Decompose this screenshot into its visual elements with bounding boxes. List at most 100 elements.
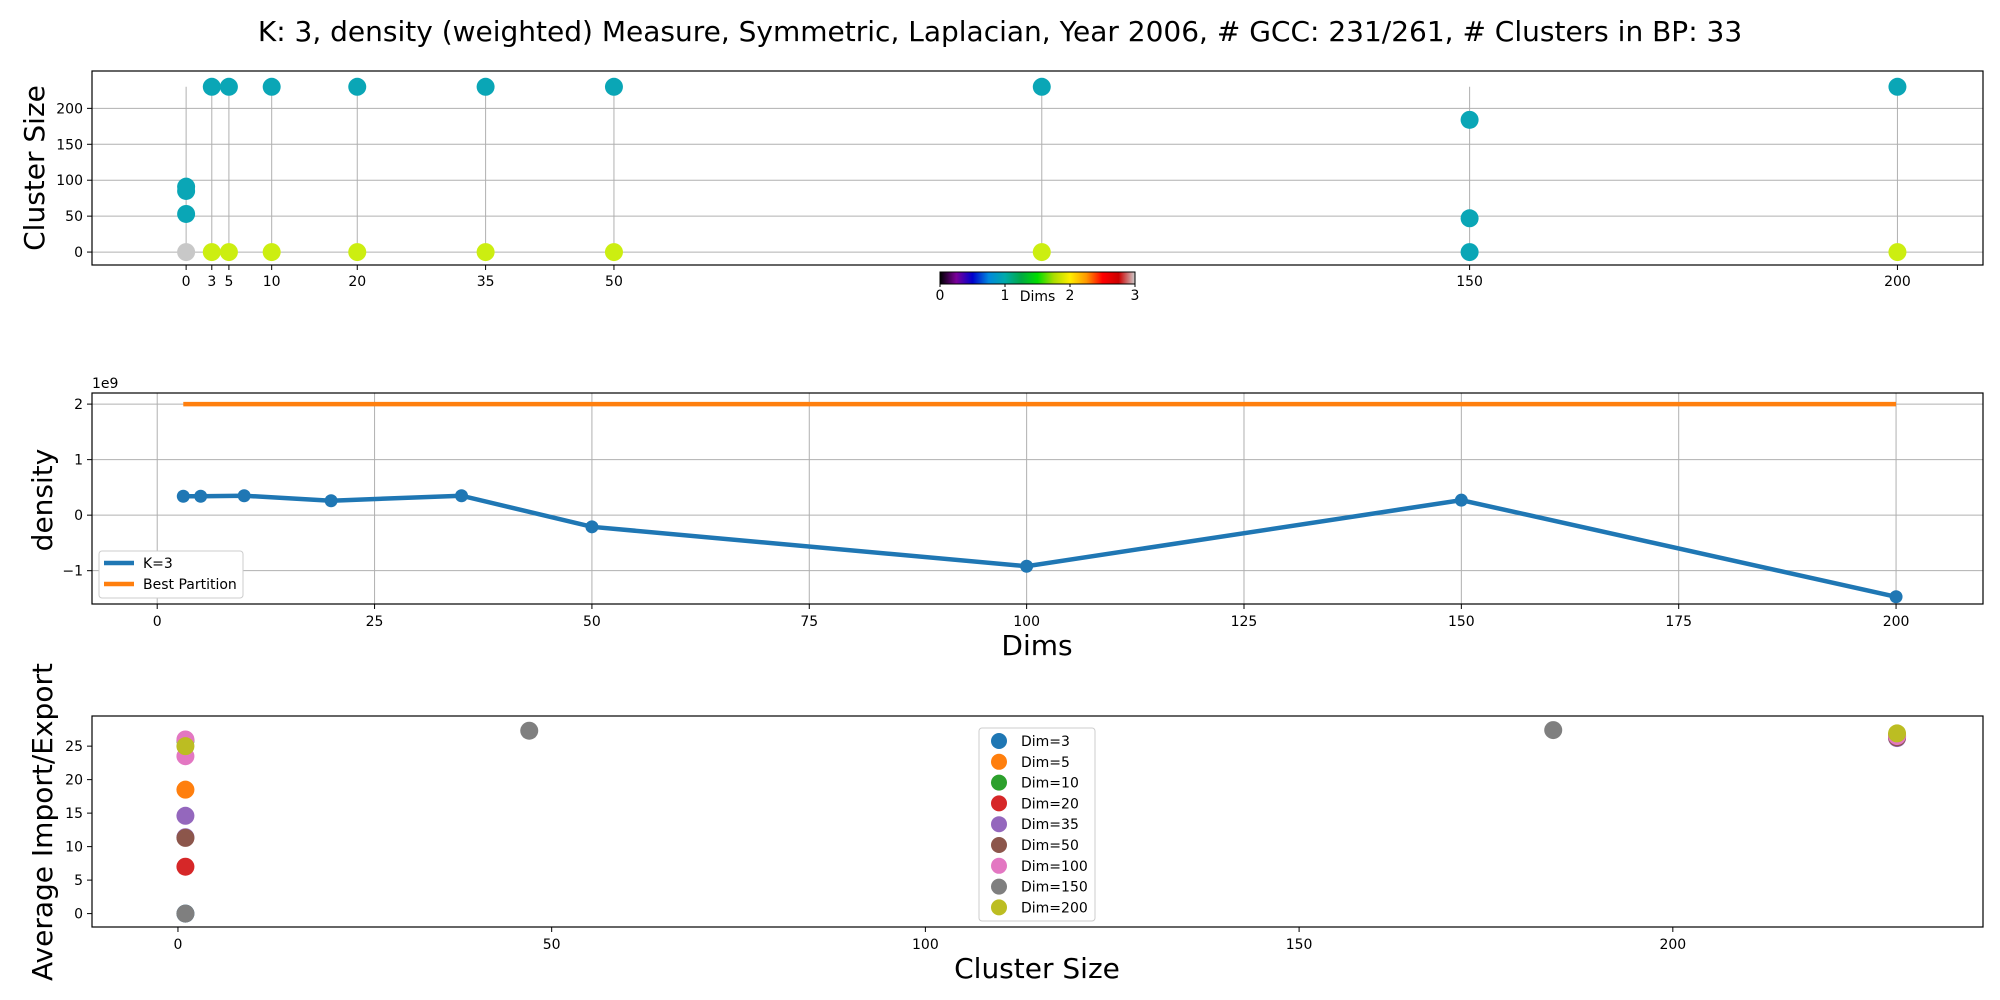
import-export-legend-label: Dim=35 xyxy=(1021,817,1079,833)
cluster-size-point xyxy=(219,77,238,96)
density-x-tick-label: 175 xyxy=(1665,614,1692,630)
cluster-size-point xyxy=(1460,243,1479,262)
density-series-point xyxy=(585,520,599,534)
density-series-point xyxy=(237,489,251,503)
density-legend-label: K=3 xyxy=(143,556,173,572)
cluster-size-point xyxy=(219,243,238,262)
import-export-point xyxy=(1544,721,1563,740)
cluster-size-point xyxy=(1888,77,1907,96)
cluster-size-x-tick-label: 20 xyxy=(348,274,366,290)
density-x-tick-label: 75 xyxy=(800,614,818,630)
cluster-size-y-tick-label: 50 xyxy=(65,209,83,225)
cluster-size-axes-frame xyxy=(91,70,1984,266)
import-export-legend-marker xyxy=(991,733,1007,749)
dims-colorbar: 0 1 2 3 Dims xyxy=(936,271,1140,305)
import-export-point xyxy=(176,857,195,876)
import-export-x-tick-label: 0 xyxy=(173,937,182,953)
import-export-y-tick-label: 10 xyxy=(65,840,83,856)
cluster-size-point xyxy=(202,77,221,96)
density-series-point xyxy=(194,489,208,503)
cluster-size-x-tick-label: 0 xyxy=(182,274,191,290)
cluster-size-point xyxy=(348,77,367,96)
density-x-tick-label: 0 xyxy=(153,614,162,630)
import-export-legend-label: Dim=3 xyxy=(1021,734,1070,750)
cluster-size-point xyxy=(202,243,221,262)
import-export-legend-label: Dim=5 xyxy=(1021,755,1070,771)
cluster-size-point xyxy=(177,177,196,196)
import-export-legend-label: Dim=10 xyxy=(1021,776,1079,792)
import-export-point xyxy=(176,737,195,756)
import-export-axes-frame xyxy=(91,715,1984,928)
import-export-legend-label: Dim=20 xyxy=(1021,796,1079,812)
cluster-size-point xyxy=(177,243,196,262)
cluster-size-x-tick-label: 50 xyxy=(605,274,623,290)
import-export-legend-label: Dim=150 xyxy=(1021,880,1088,896)
import-export-legend-label: Dim=200 xyxy=(1021,900,1088,916)
density-series-point xyxy=(324,494,338,508)
density-x-tick-label: 100 xyxy=(1013,614,1040,630)
import-export-legend: Dim=3 Dim=5 Dim=10 Dim=20 Dim=35 Dim=50 Dim=10… xyxy=(978,727,1096,922)
import-export-y-tick-label: 0 xyxy=(74,907,83,923)
dims-colorbar-bar xyxy=(939,271,1136,285)
import-export-panel: 0 50 100 150 200 0 5 10 15 20 25 Average Import/Ex… xyxy=(26,663,1984,985)
dims-colorbar-tick-label: 2 xyxy=(1066,288,1075,304)
density-x-tick-label: 150 xyxy=(1448,614,1475,630)
dims-colorbar-tick-label: 0 xyxy=(936,288,945,304)
density-x-label: Dims xyxy=(1001,629,1072,662)
import-export-x-tick-label: 200 xyxy=(1659,937,1686,953)
cluster-size-point xyxy=(1460,110,1479,129)
cluster-size-point xyxy=(177,204,196,223)
density-series-point xyxy=(1454,493,1468,507)
cluster-size-y-label: Cluster Size xyxy=(18,85,51,251)
density-y-tick-label: 2 xyxy=(74,397,83,413)
import-export-y-tick-label: 25 xyxy=(65,739,83,755)
import-export-point xyxy=(176,806,195,825)
import-export-legend-label: Dim=100 xyxy=(1021,859,1088,875)
dims-colorbar-label: Dims xyxy=(1020,289,1056,305)
dims-colorbar-tick-label: 3 xyxy=(1131,288,1140,304)
density-series-point xyxy=(1889,590,1903,604)
density-y-tick-label: −1 xyxy=(62,564,83,580)
dims-colorbar-tick-label: 1 xyxy=(1001,288,1010,304)
cluster-size-point xyxy=(1032,77,1051,96)
density-x-tick-label: 50 xyxy=(583,614,601,630)
density-offset-label: 1e9 xyxy=(92,376,118,392)
cluster-size-point xyxy=(476,243,495,262)
cluster-size-point xyxy=(262,77,281,96)
density-legend: K=3 Best Partition xyxy=(98,550,244,599)
cluster-size-x-tick-label: 3 xyxy=(207,274,216,290)
import-export-x-tick-label: 50 xyxy=(543,937,561,953)
import-export-y-tick-label: 20 xyxy=(65,773,83,789)
import-export-x-tick-label: 100 xyxy=(912,937,939,953)
density-y-label: density xyxy=(26,449,59,552)
cluster-size-point xyxy=(262,243,281,262)
import-export-legend-marker xyxy=(991,878,1007,895)
cluster-size-point xyxy=(1032,243,1051,262)
import-export-point xyxy=(176,780,195,799)
cluster-size-x-tick-label: 35 xyxy=(477,274,495,290)
cluster-size-x-tick-label: 5 xyxy=(224,274,233,290)
figure-title: K: 3, density (weighted) Measure, Symmet… xyxy=(258,15,1742,48)
import-export-legend-marker xyxy=(991,837,1007,853)
density-legend-box xyxy=(98,550,244,599)
cluster-size-point xyxy=(1460,209,1479,228)
import-export-x-label: Cluster Size xyxy=(954,952,1120,985)
import-export-point xyxy=(176,904,195,923)
import-export-point xyxy=(176,828,195,847)
import-export-legend-marker xyxy=(991,857,1007,874)
density-series-point xyxy=(176,489,190,503)
import-export-legend-marker xyxy=(991,795,1007,812)
import-export-y-label: Average Import/Export xyxy=(26,663,59,981)
density-axes-frame xyxy=(91,392,1984,605)
cluster-size-x-tick-label: 10 xyxy=(263,274,281,290)
cluster-size-point xyxy=(604,77,623,96)
density-y-tick-label: 0 xyxy=(74,508,83,524)
import-export-legend-label: Dim=50 xyxy=(1021,838,1079,854)
import-export-legend-marker xyxy=(991,753,1007,770)
cluster-size-point xyxy=(604,243,623,262)
import-export-y-tick-label: 5 xyxy=(74,873,83,889)
import-export-legend-marker xyxy=(991,774,1007,791)
density-x-tick-label: 25 xyxy=(366,614,384,630)
